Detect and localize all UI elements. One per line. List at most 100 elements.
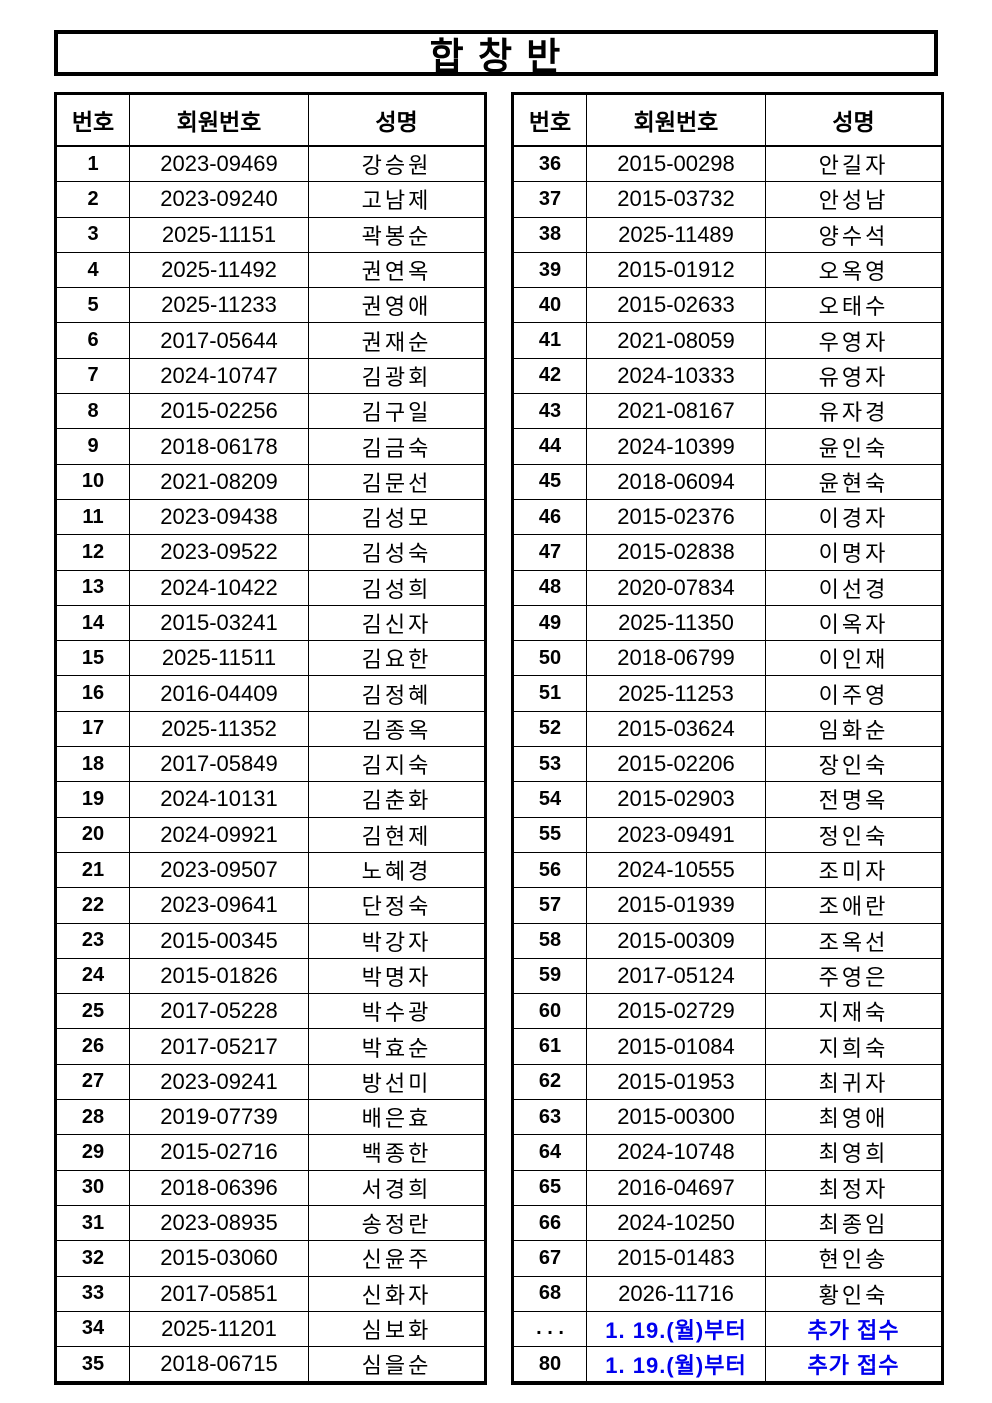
- row-number-cell: 4: [55, 251, 130, 289]
- name-cell: 김구일: [308, 393, 486, 430]
- member-number-cell: 2025-11233: [129, 287, 309, 324]
- row-number-cell: 47: [512, 534, 587, 571]
- member-number-cell: 2024-10250: [586, 1204, 766, 1242]
- table-row: 28 2019-07739 배은효: [55, 1099, 486, 1136]
- row-number-cell: 19: [55, 781, 130, 818]
- name-cell: 김요한: [308, 640, 486, 677]
- member-number-cell: 2023-09522: [129, 534, 309, 571]
- row-number-cell: 64: [512, 1134, 587, 1171]
- member-number-cell: 2023-09491: [586, 816, 766, 853]
- row-number-cell: 14: [55, 604, 130, 642]
- member-number-cell: 2023-09641: [129, 887, 309, 924]
- table-row: 58 2015-00309 조옥선: [512, 922, 943, 959]
- name-cell: 윤인숙: [765, 428, 943, 465]
- row-number-cell: 44: [512, 428, 587, 465]
- name-cell: 유자경: [765, 393, 943, 430]
- name-cell: 박수광: [308, 993, 486, 1030]
- table-row: 38 2025-11489 양수석: [512, 216, 943, 253]
- member-number-cell: 2015-01084: [586, 1028, 766, 1065]
- roster-table-left: 번호 회원번호 성명 1 2023-09469 강승원 2 2023-09240 고남제 3…: [54, 92, 487, 1386]
- table-row: 30 2018-06396 서경희: [55, 1169, 486, 1206]
- member-number-cell: 2025-11151: [129, 216, 309, 253]
- row-number-cell: 7: [55, 357, 130, 395]
- name-cell: 최영희: [765, 1134, 943, 1171]
- name-cell: 이명자: [765, 534, 943, 571]
- row-number-cell: 62: [512, 1063, 587, 1101]
- table-row: 7 2024-10747 김광회: [55, 357, 486, 395]
- table-row: 14 2015-03241 김신자: [55, 604, 486, 642]
- member-number-cell: 2018-06715: [129, 1346, 309, 1384]
- row-number-cell: 67: [512, 1240, 587, 1277]
- member-number-cell: 2024-10399: [586, 428, 766, 465]
- table-row: 37 2015-03732 안성남: [512, 181, 943, 218]
- table-row: 65 2016-04697 최정자: [512, 1169, 943, 1206]
- row-number-cell: 26: [55, 1028, 130, 1065]
- member-number-cell: 2015-01483: [586, 1240, 766, 1277]
- member-number-cell: 2021-08209: [129, 463, 309, 500]
- name-cell: 강승원: [308, 145, 486, 183]
- member-number-cell: 2015-02716: [129, 1134, 309, 1171]
- name-cell: 권재순: [308, 322, 486, 359]
- row-number-cell: 42: [512, 357, 587, 395]
- table-row: 35 2018-06715 심을순: [55, 1346, 486, 1384]
- table-row: . . . 1. 19.(월)부터 추가 접수: [512, 1310, 943, 1348]
- row-number-cell: 10: [55, 463, 130, 500]
- member-number-cell: 2025-11350: [586, 604, 766, 642]
- table-row: 52 2015-03624 임화순: [512, 710, 943, 748]
- member-number-cell: 2025-11489: [586, 216, 766, 253]
- member-number-cell: 2021-08167: [586, 393, 766, 430]
- row-number-cell: 8: [55, 393, 130, 430]
- table-row: 61 2015-01084 지희숙: [512, 1028, 943, 1065]
- table-row: 47 2015-02838 이명자: [512, 534, 943, 571]
- member-number-cell: 2015-00345: [129, 922, 309, 959]
- name-cell: 지재숙: [765, 993, 943, 1030]
- name-cell: 김종옥: [308, 710, 486, 748]
- table-row: 3 2025-11151 곽봉순: [55, 216, 486, 253]
- name-cell: 김지숙: [308, 746, 486, 783]
- name-cell: 장인숙: [765, 746, 943, 783]
- member-number-cell: 2015-02903: [586, 781, 766, 818]
- header-no: 번호: [512, 93, 587, 147]
- member-number-cell: 2020-07834: [586, 569, 766, 606]
- table-row: 5 2025-11233 권영애: [55, 287, 486, 324]
- table-row: 55 2023-09491 정인숙: [512, 816, 943, 853]
- table-row: 4 2025-11492 권연옥: [55, 251, 486, 289]
- name-cell: 김광회: [308, 357, 486, 395]
- name-cell: 박명자: [308, 957, 486, 995]
- table-row: 19 2024-10131 김춘화: [55, 781, 486, 818]
- row-number-cell: 30: [55, 1169, 130, 1206]
- row-number-cell: 21: [55, 851, 130, 889]
- member-number-cell: 2015-02376: [586, 498, 766, 536]
- row-number-cell: 20: [55, 816, 130, 853]
- table-row: 62 2015-01953 최귀자: [512, 1063, 943, 1101]
- table-row: 26 2017-05217 박효순: [55, 1028, 486, 1065]
- name-cell: 이옥자: [765, 604, 943, 642]
- member-number-cell: 2017-05217: [129, 1028, 309, 1065]
- table-row: 23 2015-00345 박강자: [55, 922, 486, 959]
- member-number-cell: 2015-01939: [586, 887, 766, 924]
- name-cell: 이인재: [765, 640, 943, 677]
- member-number-cell: 2017-05124: [586, 957, 766, 995]
- table-body: 36 2015-00298 안길자 37 2015-03732 안성남 38 2025-114…: [512, 145, 943, 1384]
- name-cell: 양수석: [765, 216, 943, 253]
- row-number-cell: 61: [512, 1028, 587, 1065]
- member-number-cell: 2015-02729: [586, 993, 766, 1030]
- row-number-cell: 60: [512, 993, 587, 1030]
- member-number-cell: 2018-06396: [129, 1169, 309, 1206]
- name-cell: 황인숙: [765, 1275, 943, 1312]
- name-cell: 지희숙: [765, 1028, 943, 1065]
- table-row: 25 2017-05228 박수광: [55, 993, 486, 1030]
- member-number-cell: 2023-09507: [129, 851, 309, 889]
- member-number-cell: 2017-05644: [129, 322, 309, 359]
- name-cell: 신윤주: [308, 1240, 486, 1277]
- row-number-cell: 16: [55, 675, 130, 712]
- table-row: 59 2017-05124 주영은: [512, 957, 943, 995]
- member-number-cell: 2025-11511: [129, 640, 309, 677]
- member-number-cell: 2017-05228: [129, 993, 309, 1030]
- member-number-cell: 2024-10333: [586, 357, 766, 395]
- table-row: 46 2015-02376 이경자: [512, 498, 943, 536]
- name-cell: 윤현숙: [765, 463, 943, 500]
- name-cell: 안성남: [765, 181, 943, 218]
- member-number-cell: 2024-10131: [129, 781, 309, 818]
- name-cell: 현인송: [765, 1240, 943, 1277]
